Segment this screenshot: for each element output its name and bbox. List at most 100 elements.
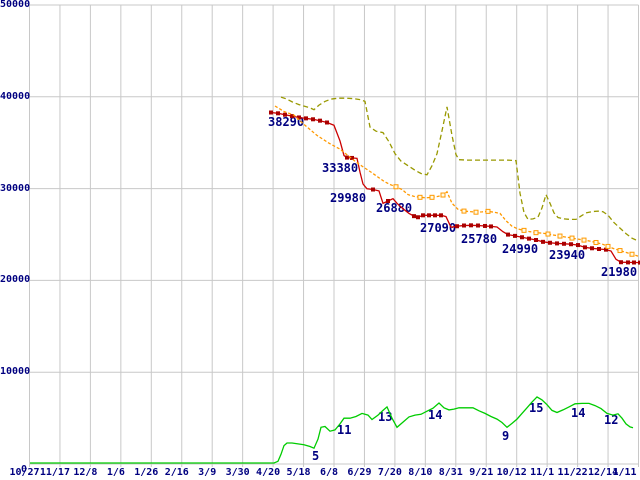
data-point-marker [276, 111, 280, 116]
x-tick-label: 11/17 [39, 467, 70, 478]
data-point-marker [393, 184, 399, 190]
store-count-annotation: 14 [571, 406, 586, 420]
data-point-marker [345, 155, 349, 160]
y-tick-label: 20000 [0, 274, 31, 286]
price-annotation: 38290 [268, 115, 305, 129]
data-point-marker [416, 215, 420, 220]
price-annotation: 24990 [502, 242, 539, 256]
x-tick-label: 8/10 [408, 467, 433, 478]
data-point-marker [576, 243, 580, 248]
price-annotation: 25780 [461, 232, 498, 246]
data-point-marker [318, 118, 322, 123]
x-tick-label: 4/20 [256, 467, 281, 478]
store-count-annotation: 9 [502, 429, 510, 443]
x-tick-label: 6/8 [319, 467, 339, 478]
data-point-marker [557, 233, 563, 239]
x-tick-label: 1/6 [106, 467, 125, 478]
data-point-marker [521, 227, 527, 233]
data-point-marker [569, 242, 573, 247]
data-point-marker [469, 223, 473, 228]
store-count-annotation: 13 [378, 410, 393, 424]
x-tick-label: 10/12 [496, 467, 527, 478]
x-tick-label: 3/30 [225, 467, 250, 478]
data-point-marker [605, 243, 611, 249]
price-annotation: 23940 [549, 248, 586, 262]
y-tick-label: 10000 [0, 366, 31, 378]
store-count-annotation: 15 [529, 401, 544, 415]
data-point-marker [593, 239, 599, 245]
data-point-marker [311, 117, 315, 122]
data-point-marker [476, 223, 480, 228]
store-count-annotation: 11 [337, 423, 352, 437]
data-point-marker [350, 155, 354, 160]
data-point-marker [455, 224, 459, 229]
data-point-marker [485, 208, 491, 214]
y-tick-label: 50000 [0, 0, 31, 10]
x-tick-label: 10/27 [9, 467, 40, 478]
data-point-marker [290, 114, 294, 119]
data-point-marker [590, 246, 594, 251]
data-point-marker [283, 112, 287, 117]
data-point-marker [548, 240, 552, 245]
data-point-marker [439, 213, 443, 218]
data-point-marker [638, 260, 640, 265]
x-tick-label: 12/8 [73, 467, 98, 478]
price-annotation: 27090 [420, 221, 457, 235]
data-point-marker [386, 198, 390, 203]
x-tick-label: 7/20 [377, 467, 402, 478]
price-annotation: 21980 [601, 265, 638, 279]
data-point-marker [483, 223, 487, 228]
data-point-marker [619, 260, 623, 265]
data-point-marker [541, 239, 545, 244]
data-point-marker [626, 260, 630, 265]
data-point-marker [462, 223, 466, 228]
x-tick-label: 12/14 [587, 467, 619, 478]
x-tick-label: 11/22 [557, 467, 588, 478]
data-point-marker [429, 194, 435, 200]
data-point-marker [562, 241, 566, 246]
store-count-annotation: 14 [428, 408, 443, 422]
x-tick-label: 2/16 [164, 467, 189, 478]
data-point-marker [597, 247, 601, 252]
x-tick-label: 3/9 [198, 467, 217, 478]
data-point-marker [513, 233, 517, 238]
data-point-marker [569, 235, 575, 241]
x-tick-label: 1/11 [612, 467, 637, 478]
x-tick-label: 5/18 [286, 467, 311, 478]
store-count-annotation: 5 [312, 449, 320, 463]
data-point-marker [617, 248, 623, 254]
olive-price-line [280, 96, 639, 242]
data-point-marker [371, 187, 375, 192]
x-tick-label: 1/26 [134, 467, 159, 478]
data-point-marker [632, 260, 636, 265]
data-point-marker [412, 214, 416, 219]
orange-price-line-markers [393, 184, 635, 257]
data-point-marker [421, 213, 425, 218]
x-tick-label: 6/29 [347, 467, 372, 478]
data-point-marker [555, 241, 559, 246]
data-point-marker [297, 115, 301, 120]
red-price-line-markers [269, 110, 640, 265]
x-tick-label: 9/21 [469, 467, 494, 478]
data-point-marker [461, 208, 467, 214]
data-point-marker [269, 110, 273, 115]
data-point-marker [533, 230, 539, 236]
price-annotation: 33380 [322, 161, 359, 175]
data-point-marker [325, 120, 329, 125]
x-tick-label: 11/1 [530, 467, 555, 478]
data-point-marker [440, 192, 446, 198]
data-point-marker [545, 231, 551, 237]
data-point-marker [433, 213, 437, 218]
data-point-marker [304, 116, 308, 121]
data-point-marker [489, 224, 493, 229]
x-tick-label: 8/31 [438, 467, 463, 478]
data-point-marker [473, 209, 479, 215]
data-point-marker [629, 251, 635, 257]
data-point-marker [417, 194, 423, 200]
green-count-line [30, 396, 634, 464]
data-point-marker [527, 236, 531, 241]
data-point-marker [534, 238, 538, 243]
data-point-marker [583, 245, 587, 250]
